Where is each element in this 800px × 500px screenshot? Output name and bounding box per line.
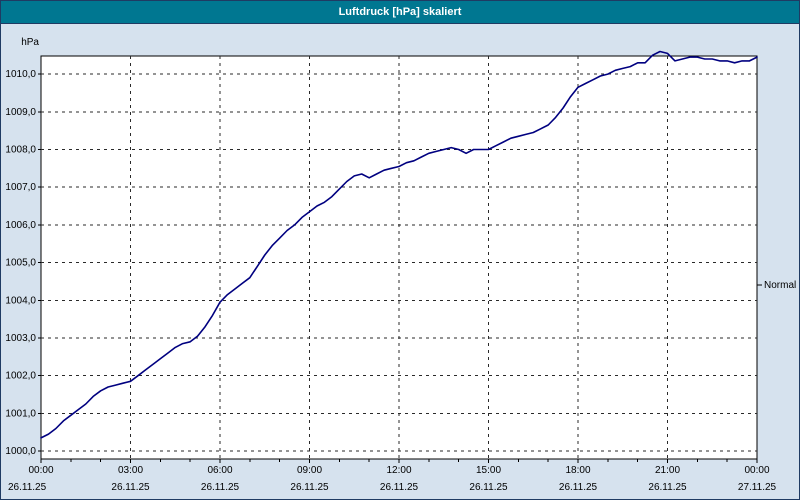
pressure-chart: 1000,0 1001,0 1002,0 1003,0 1004,0 1005,0 1006… xyxy=(5,37,796,493)
svg-text:27.11.25: 27.11.25 xyxy=(738,482,777,493)
svg-text:1008,0: 1008,0 xyxy=(5,144,36,155)
svg-text:21:00: 21:00 xyxy=(655,465,680,476)
svg-text:1001,0: 1001,0 xyxy=(5,408,36,419)
svg-text:26.11.25: 26.11.25 xyxy=(111,482,150,493)
svg-text:26.11.25: 26.11.25 xyxy=(380,482,419,493)
svg-text:15:00: 15:00 xyxy=(476,465,501,476)
svg-text:26.11.25: 26.11.25 xyxy=(648,482,687,493)
chart-area: 1000,0 1001,0 1002,0 1003,0 1004,0 1005,0 1006… xyxy=(1,24,799,500)
svg-text:00:00: 00:00 xyxy=(28,465,53,476)
svg-text:06:00: 06:00 xyxy=(207,465,232,476)
svg-text:09:00: 09:00 xyxy=(297,465,322,476)
svg-text:hPa: hPa xyxy=(21,37,39,48)
svg-text:00:00: 00:00 xyxy=(744,465,769,476)
svg-text:1005,0: 1005,0 xyxy=(5,258,36,269)
svg-text:26.11.25: 26.11.25 xyxy=(8,482,47,493)
svg-text:12:00: 12:00 xyxy=(386,465,411,476)
svg-text:1000,0: 1000,0 xyxy=(5,446,36,457)
svg-text:1004,0: 1004,0 xyxy=(5,295,36,306)
svg-text:1003,0: 1003,0 xyxy=(5,333,36,344)
svg-text:26.11.25: 26.11.25 xyxy=(469,482,508,493)
svg-text:26.11.25: 26.11.25 xyxy=(559,482,598,493)
svg-text:Normal: Normal xyxy=(764,280,796,291)
svg-text:18:00: 18:00 xyxy=(565,465,590,476)
svg-text:1002,0: 1002,0 xyxy=(5,371,36,382)
svg-text:26.11.25: 26.11.25 xyxy=(290,482,329,493)
svg-text:1007,0: 1007,0 xyxy=(5,182,36,193)
svg-text:03:00: 03:00 xyxy=(118,465,143,476)
svg-text:26.11.25: 26.11.25 xyxy=(201,482,240,493)
svg-text:1006,0: 1006,0 xyxy=(5,220,36,231)
svg-text:1010,0: 1010,0 xyxy=(5,69,36,80)
window-titlebar[interactable]: Luftdruck [hPa] skaliert xyxy=(1,1,799,24)
window-title: Luftdruck [hPa] skaliert xyxy=(338,6,462,18)
svg-text:1009,0: 1009,0 xyxy=(5,107,36,118)
